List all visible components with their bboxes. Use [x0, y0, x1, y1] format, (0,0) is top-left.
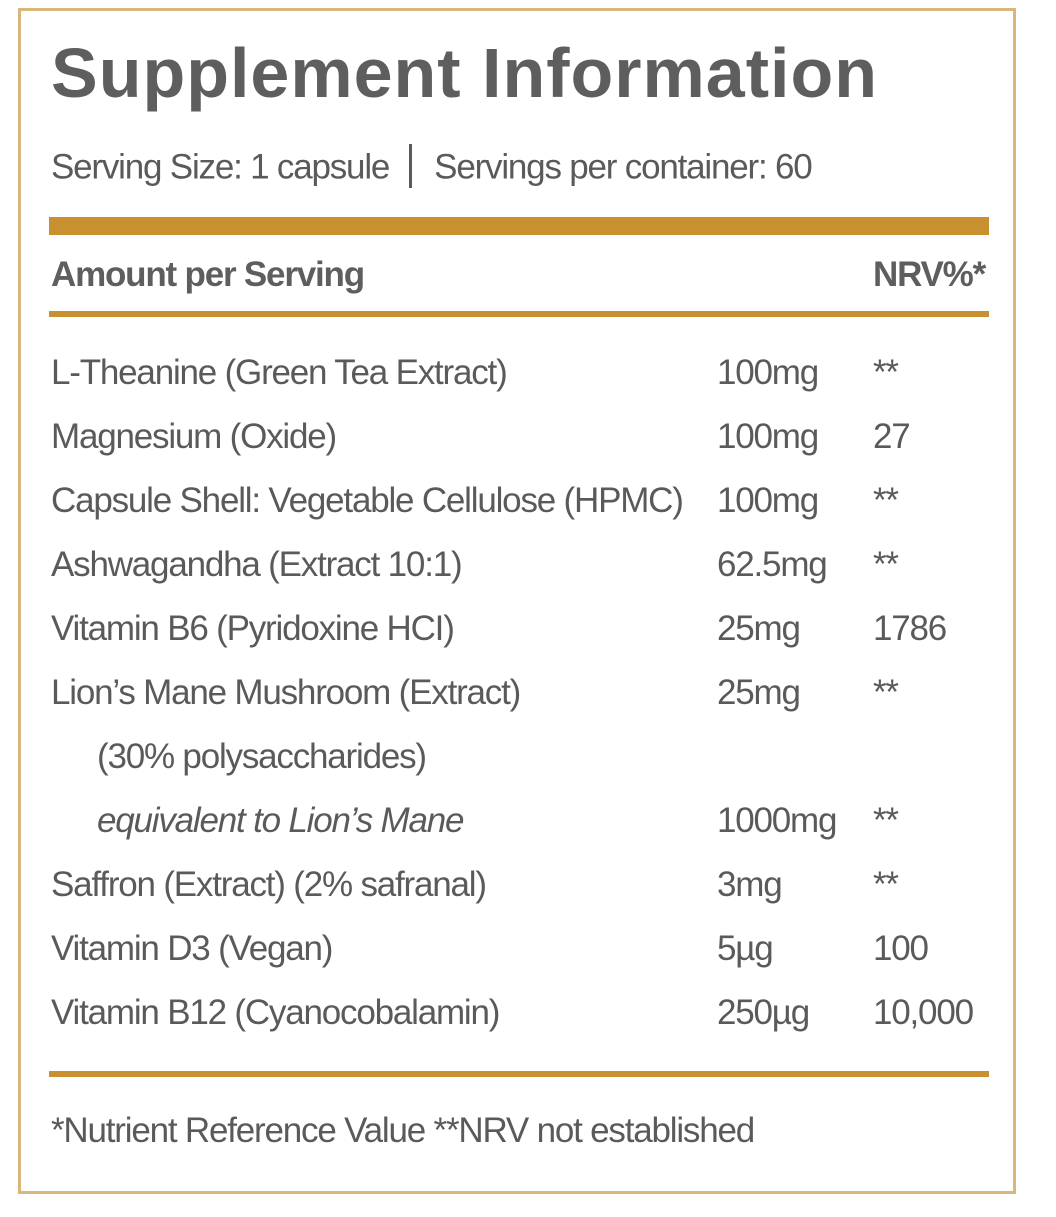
table-row: equivalent to Lion’s Mane 1000mg ** [51, 797, 991, 861]
ingredient-name: equivalent to Lion’s Mane [97, 801, 464, 840]
nrv-header: NRV%* [873, 255, 986, 294]
table-row: (30% polysaccharides) [51, 733, 991, 797]
ingredient-name: Lion’s Mane Mushroom (Extract) [51, 673, 521, 712]
ingredient-table: L-Theanine (Green Tea Extract) 100mg ** … [51, 349, 991, 1053]
ingredient-name: Magnesium (Oxide) [51, 417, 337, 456]
table-row: Vitamin B6 (Pyridoxine HCI) 25mg 1786 [51, 605, 991, 669]
ingredient-amount: 1000mg [717, 801, 837, 840]
ingredient-amount: 250µg [717, 993, 810, 1032]
table-header: Amount per Serving NRV%* [51, 255, 991, 305]
ingredient-nrv: ** [873, 545, 899, 584]
table-row: Saffron (Extract) (2% safranal) 3mg ** [51, 861, 991, 925]
ingredient-name: Capsule Shell: Vegetable Cellulose (HPMC… [51, 481, 684, 520]
ingredient-amount: 25mg [717, 673, 801, 712]
ingredient-nrv: ** [873, 353, 899, 392]
ingredient-amount: 100mg [717, 481, 819, 520]
page-title: Supplement Information [51, 34, 878, 112]
table-row: Vitamin D3 (Vegan) 5µg 100 [51, 925, 991, 989]
ingredient-nrv: 100 [873, 929, 929, 968]
footer-divider [49, 1071, 989, 1077]
ingredient-name: (30% polysaccharides) [97, 737, 427, 776]
footnote: *Nutrient Reference Value **NRV not esta… [51, 1111, 755, 1150]
ingredient-amount: 5µg [717, 929, 774, 968]
serving-info: Serving Size: 1 capsule Servings per cont… [51, 144, 813, 191]
ingredient-nrv: ** [873, 801, 899, 840]
ingredient-name: Vitamin D3 (Vegan) [51, 929, 333, 968]
header-divider-thick [49, 217, 989, 235]
ingredient-name: Vitamin B12 (Cyanocobalamin) [51, 993, 500, 1032]
ingredient-nrv: 27 [873, 417, 911, 456]
ingredient-nrv: ** [873, 481, 899, 520]
ingredient-amount: 100mg [717, 417, 819, 456]
serving-size: Serving Size: 1 capsule [51, 147, 390, 187]
supplement-panel: Supplement Information Serving Size: 1 c… [18, 8, 1016, 1194]
ingredient-name: Ashwagandha (Extract 10:1) [51, 545, 463, 584]
servings-per-container: Servings per container: 60 [434, 147, 813, 187]
ingredient-amount: 25mg [717, 609, 801, 648]
table-row: Magnesium (Oxide) 100mg 27 [51, 413, 991, 477]
ingredient-nrv: 10,000 [873, 993, 974, 1032]
ingredient-name: Vitamin B6 (Pyridoxine HCI) [51, 609, 455, 648]
table-row: Ashwagandha (Extract 10:1) 62.5mg ** [51, 541, 991, 605]
ingredient-nrv: ** [873, 673, 899, 712]
amount-per-serving-header: Amount per Serving [51, 255, 365, 294]
ingredient-name: Saffron (Extract) (2% safranal) [51, 865, 487, 904]
ingredient-nrv: ** [873, 865, 899, 904]
table-row: Vitamin B12 (Cyanocobalamin) 250µg 10,00… [51, 989, 991, 1053]
ingredient-amount: 3mg [717, 865, 783, 904]
table-row: L-Theanine (Green Tea Extract) 100mg ** [51, 349, 991, 413]
ingredient-name: L-Theanine (Green Tea Extract) [51, 353, 508, 392]
ingredient-amount: 100mg [717, 353, 819, 392]
divider [409, 144, 413, 188]
header-divider [49, 311, 989, 317]
ingredient-amount: 62.5mg [717, 545, 828, 584]
table-row: Capsule Shell: Vegetable Cellulose (HPMC… [51, 477, 991, 541]
table-row: Lion’s Mane Mushroom (Extract) 25mg ** [51, 669, 991, 733]
ingredient-nrv: 1786 [873, 609, 947, 648]
